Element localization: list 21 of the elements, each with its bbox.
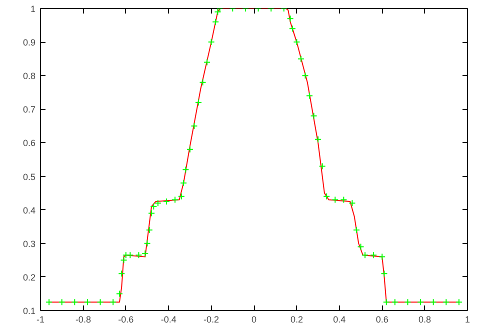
y-tick-label: 0.3 bbox=[22, 238, 36, 249]
y-tick-label: 0.9 bbox=[22, 38, 36, 48]
x-tick-label: -0.4 bbox=[160, 314, 176, 324]
y-tick-label: 0.6 bbox=[22, 138, 36, 148]
y-tick-label: 0.7 bbox=[22, 104, 36, 115]
x-tick-label: -0.2 bbox=[204, 314, 220, 324]
y-tick-label: 1 bbox=[30, 4, 36, 14]
y-tick-label: 0.8 bbox=[22, 71, 36, 82]
x-tick-label: -0.6 bbox=[118, 314, 134, 324]
x-tick-label: 0.6 bbox=[376, 314, 388, 324]
x-tick-label: 0.2 bbox=[290, 314, 303, 324]
x-tick-label: -1 bbox=[36, 314, 45, 324]
y-tick-label: 0.1 bbox=[22, 306, 36, 316]
x-tick-label: 0.4 bbox=[333, 314, 346, 324]
x-tick-label: -0.8 bbox=[75, 314, 91, 324]
x-tick-label: 0 bbox=[251, 314, 257, 324]
y-tick-label: 0.4 bbox=[22, 205, 36, 216]
x-tick-label: 1 bbox=[464, 314, 470, 324]
x-tick-label: 0.8 bbox=[418, 314, 432, 324]
y-tick-label: 0.2 bbox=[22, 272, 36, 282]
y-tick-label: 0.5 bbox=[22, 172, 36, 182]
